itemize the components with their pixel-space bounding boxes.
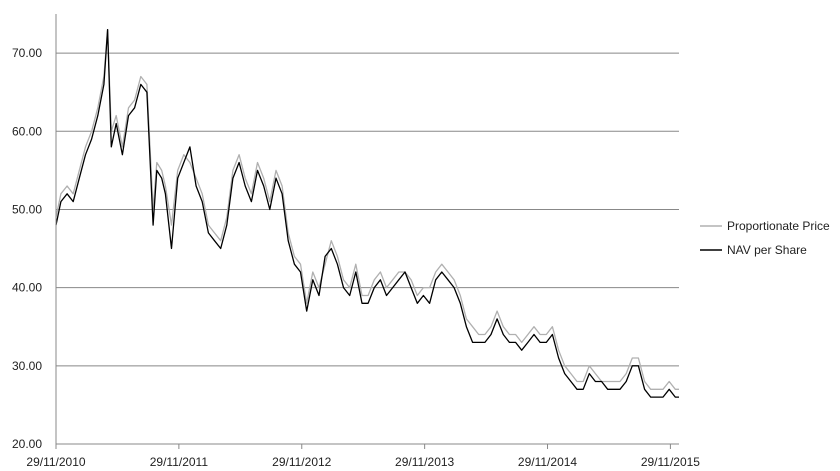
x-tick-labels: 29/11/2010 29/11/2011 29/11/2012 29/11/2013…	[26, 444, 700, 469]
x-tick-label: 29/11/2013	[395, 455, 454, 469]
axes	[55, 14, 679, 445]
series-line-nav-per-share	[55, 28, 679, 398]
y-tick-label: 60.00	[12, 124, 42, 138]
y-tick-label: 40.00	[12, 281, 42, 295]
series-lines	[55, 28, 679, 398]
x-tick-label: 29/11/2011	[150, 455, 209, 469]
x-tick-label: 29/11/2010	[26, 455, 85, 469]
y-tick-label: 30.00	[12, 359, 42, 373]
x-tick-label: 29/11/2012	[272, 455, 331, 469]
y-tick-label: 50.00	[12, 202, 42, 216]
legend-label-proportionate-price: Proportionate Price	[727, 219, 830, 233]
y-tick-label: 20.00	[12, 437, 42, 451]
legend: Proportionate Price NAV per Share	[700, 219, 830, 257]
series-line-proportionate-price	[55, 28, 679, 390]
x-tick-label: 29/11/2014	[518, 455, 577, 469]
gridlines	[56, 52, 679, 367]
x-tick-label: 29/11/2015	[641, 455, 700, 469]
y-tick-label: 70.00	[12, 46, 42, 60]
legend-label-nav-per-share: NAV per Share	[727, 243, 807, 257]
y-tick-labels: 20.00 30.00 40.00 50.00 60.00 70.00	[12, 46, 42, 451]
